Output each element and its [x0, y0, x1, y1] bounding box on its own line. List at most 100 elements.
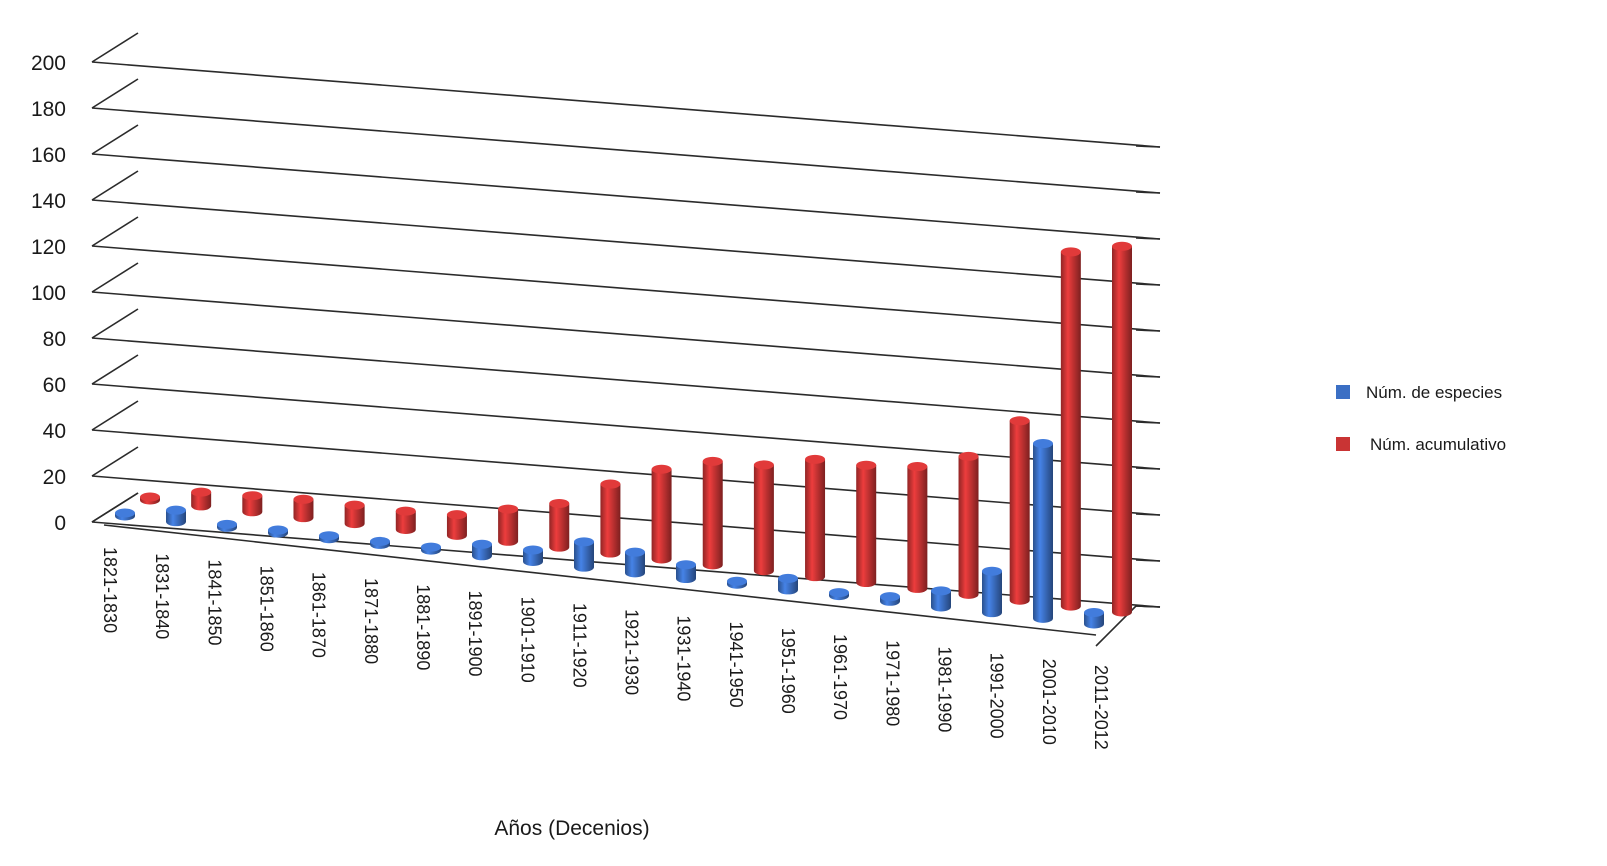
floor-left-edge	[91, 492, 139, 523]
x-tick-label: 1931-1940	[674, 615, 694, 701]
gridline-right-tick	[1135, 237, 1161, 240]
floor-right-edge	[1095, 605, 1161, 647]
bar-species	[727, 576, 747, 589]
gridline-left-tick	[91, 170, 139, 201]
x-tick-label: 1831-1840	[152, 553, 172, 639]
x-tick-label: 2011-2012	[1091, 665, 1111, 750]
bar-cumulative	[293, 494, 314, 523]
bar-species	[523, 545, 543, 566]
bar-species	[370, 536, 390, 549]
bar-cumulative	[651, 464, 672, 564]
bar-species	[829, 588, 849, 601]
x-tick-label: 1841-1850	[204, 559, 224, 645]
floor-front-edge	[103, 524, 1097, 636]
bar-cumulative	[498, 504, 519, 546]
bar-species	[166, 505, 186, 527]
bars	[115, 241, 1132, 629]
bar-cumulative	[446, 510, 467, 540]
gridline-left-tick	[91, 78, 139, 109]
gridline-right-tick	[1135, 329, 1161, 332]
bar-cumulative	[753, 460, 774, 576]
bar-species	[574, 537, 594, 572]
bar-cumulative	[856, 460, 877, 588]
x-tick-label: 1861-1870	[309, 572, 329, 658]
x-tick-label: 1821-1830	[100, 547, 120, 633]
y-tick-label: 0	[54, 512, 66, 535]
gridline	[91, 245, 1161, 332]
gridline	[91, 61, 1161, 148]
x-tick-label: 2001-2010	[1039, 659, 1059, 745]
gridline-left-tick	[91, 124, 139, 155]
x-tick-label: 1971-1980	[882, 640, 902, 726]
gridline-left-tick	[91, 262, 139, 293]
bar-species	[115, 508, 135, 521]
x-tick-label: 1951-1960	[778, 628, 798, 714]
bar-species	[625, 547, 645, 578]
bar-species	[472, 539, 492, 561]
gridline-left-tick	[91, 446, 139, 477]
y-tick-label: 180	[31, 98, 66, 121]
gridline-right-tick	[1135, 559, 1161, 562]
bar-species	[1084, 608, 1104, 629]
bar-species	[778, 573, 798, 595]
bar-cumulative	[344, 500, 365, 529]
gridline	[91, 153, 1161, 240]
x-tick-label: 1961-1970	[830, 634, 850, 720]
gridline	[91, 199, 1161, 286]
x-tick-label: 1871-1880	[361, 578, 381, 664]
bar-cumulative	[702, 456, 723, 570]
y-tick-label: 40	[43, 420, 66, 443]
y-tick-label: 100	[31, 282, 66, 305]
gridline	[91, 383, 1161, 470]
bar-cumulative	[191, 487, 212, 511]
bar-species	[268, 525, 288, 538]
gridline-right-tick	[1135, 375, 1161, 378]
gridline	[91, 475, 1161, 562]
legend-swatch	[1336, 385, 1350, 399]
legend-label: Núm. de especies	[1366, 383, 1502, 402]
bar-cumulative	[549, 498, 570, 552]
gridline-left-tick	[91, 308, 139, 339]
bar-cumulative	[805, 454, 826, 582]
x-tick-label: 1941-1950	[726, 622, 746, 708]
x-tick-label: 1891-1900	[465, 590, 485, 676]
gridline-right-tick	[1135, 467, 1161, 470]
gridline	[91, 291, 1161, 378]
bar-species	[319, 531, 339, 544]
x-tick-label: 1991-2000	[987, 653, 1007, 739]
y-tick-label: 200	[31, 52, 66, 75]
gridline	[91, 429, 1161, 516]
bar-cumulative	[242, 491, 263, 517]
legend-label: Núm. acumulativo	[1370, 435, 1506, 454]
y-tick-label: 20	[43, 466, 66, 489]
gridline-right-tick	[1135, 513, 1161, 516]
x-axis-title: Años (Decenios)	[494, 817, 649, 840]
x-tick-label: 1851-1860	[256, 566, 276, 652]
x-tick-label: 1981-1990	[935, 646, 955, 732]
x-tick-label: 1901-1910	[517, 597, 537, 683]
legend-swatch	[1336, 437, 1350, 451]
y-tick-label: 120	[31, 236, 66, 259]
bar-species	[421, 542, 441, 555]
gridlines	[91, 32, 1161, 647]
gridline-left-tick	[91, 216, 139, 247]
y-tick-label: 60	[43, 374, 66, 397]
x-tick-label: 1881-1890	[413, 584, 433, 670]
y-tick-label: 140	[31, 190, 66, 213]
bar-species	[676, 560, 696, 584]
x-axis-ticks: 1821-1830 1831-1840 1841-1850 1851-1860 1861…	[100, 547, 1111, 750]
bar-cumulative	[1009, 416, 1030, 605]
bar-cumulative	[600, 479, 621, 558]
y-tick-label: 80	[43, 328, 66, 351]
bar-cumulative	[958, 451, 979, 599]
bar-cumulative	[140, 492, 160, 505]
gridline	[91, 337, 1161, 424]
legend: Núm. de especies Núm. acumulativo	[1336, 383, 1506, 454]
gridline-left-tick	[91, 400, 139, 431]
y-axis-ticks: 0 20 40 60 80 100 120 140 160 180 200	[31, 52, 66, 535]
bar-cumulative	[1112, 241, 1132, 617]
bar-species	[982, 566, 1002, 618]
gridline	[91, 107, 1161, 194]
bar-cumulative	[395, 506, 416, 534]
bar-species	[1033, 439, 1053, 623]
